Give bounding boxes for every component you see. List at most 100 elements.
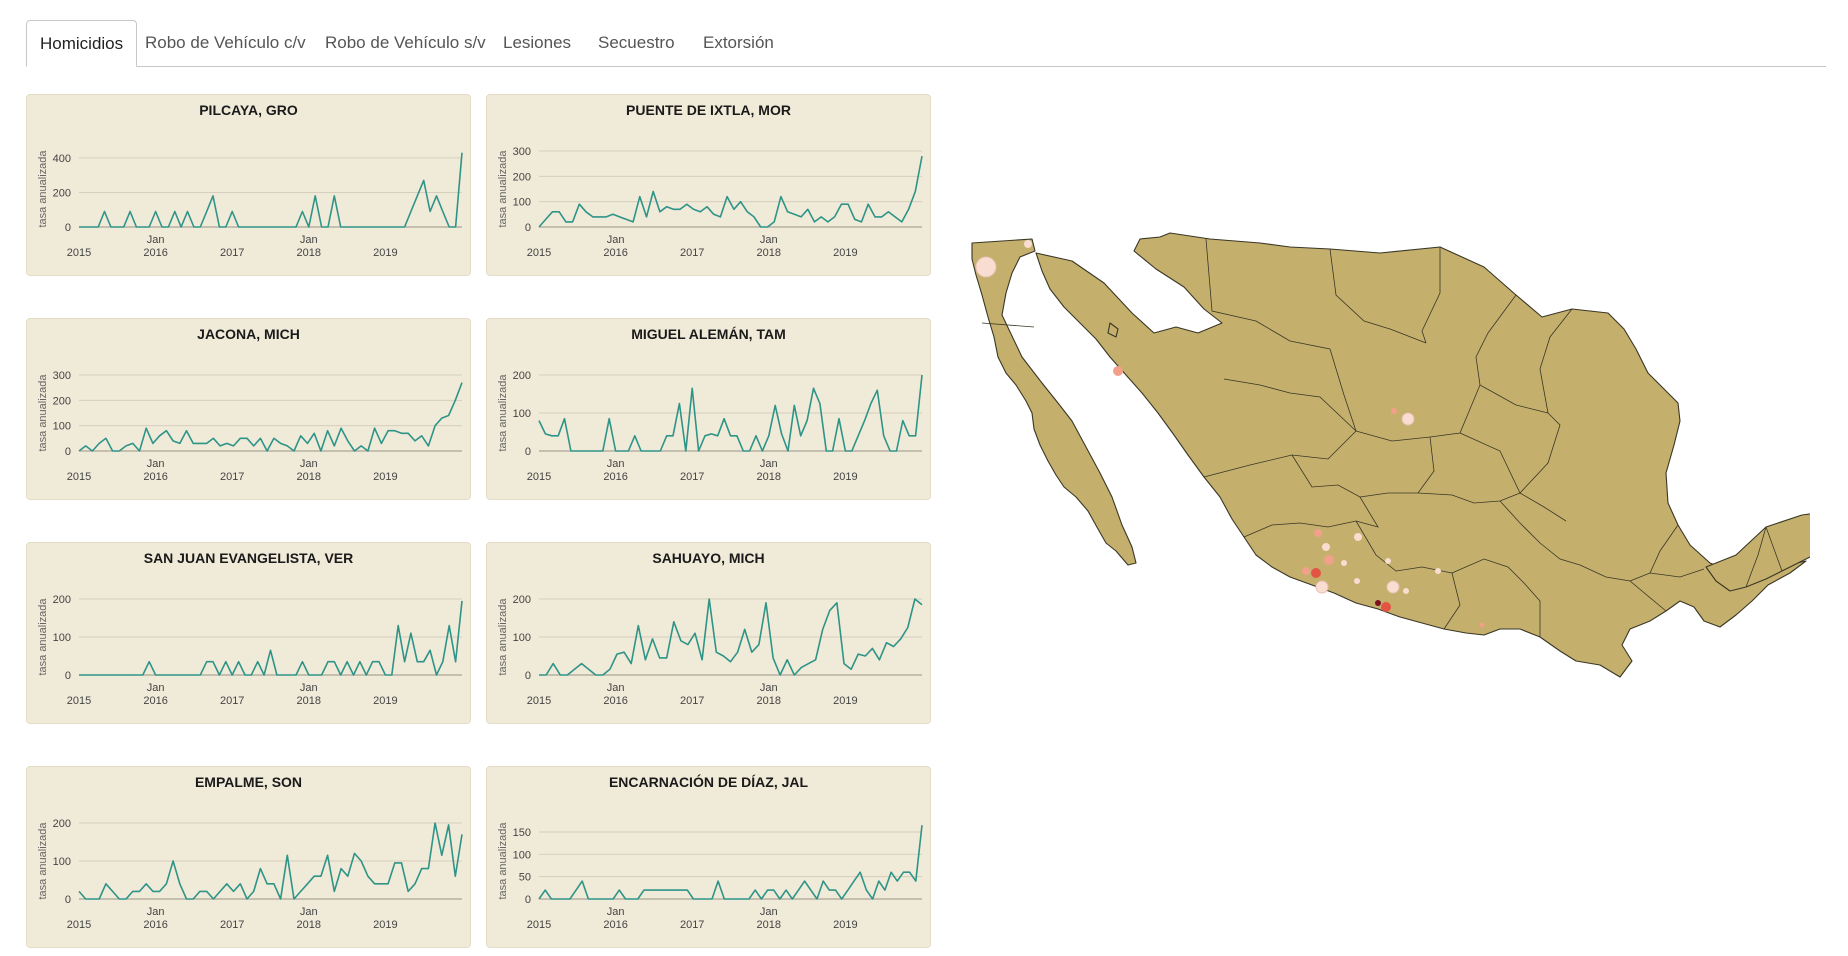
x-tick-label: 2016 — [143, 695, 167, 707]
y-tick-label: 50 — [519, 872, 531, 884]
map-dot[interactable] — [1324, 555, 1334, 565]
x-tick-sublabel: Jan — [147, 906, 165, 918]
x-tick-label: 2016 — [603, 695, 627, 707]
map-dot[interactable] — [1341, 560, 1347, 566]
y-axis-label: tasa anualizada — [37, 374, 49, 452]
y-tick-label: 0 — [65, 446, 71, 458]
x-tick-label: 2016 — [143, 471, 167, 483]
map-dot[interactable] — [1391, 408, 1397, 414]
chart-panel-miguel-aleman-tam: MIGUEL ALEMÁN, TAM tasa anualizada 0 100 200… — [486, 318, 931, 500]
map-dot[interactable] — [1024, 240, 1032, 248]
map-hotspot-dots — [975, 240, 1485, 628]
chart-panel-san-juan-evangelista-ver: SAN JUAN EVANGELISTA, VER tasa anualizada… — [26, 542, 471, 724]
x-tick-label: 2016 — [603, 919, 627, 931]
y-tick-label: 0 — [525, 670, 531, 682]
y-tick-label: 200 — [53, 187, 71, 199]
chart-title: MIGUEL ALEMÁN, TAM — [631, 326, 786, 342]
map-dot[interactable] — [1375, 600, 1381, 606]
x-tick-label: 2019 — [833, 695, 857, 707]
x-tick-label: 2017 — [220, 247, 244, 259]
x-tick-label: 2015 — [527, 919, 551, 931]
chart-panel-encarnacion-de-diaz-jal: ENCARNACIÓN DE DÍAZ, JAL tasa anualizada 0… — [486, 766, 931, 948]
y-tick-label: 200 — [513, 594, 531, 606]
map-dot[interactable] — [1435, 568, 1441, 574]
map-baja-california — [971, 238, 1137, 566]
x-tick-label: 2017 — [680, 247, 704, 259]
series-line — [538, 374, 923, 452]
tab-lesiones[interactable]: Lesiones — [503, 33, 572, 52]
tab-homicidios[interactable]: Homicidios — [26, 20, 138, 67]
map-dot[interactable] — [1322, 543, 1330, 551]
x-tick-label: 2019 — [833, 919, 857, 931]
series-line — [78, 822, 463, 900]
x-tick-label: 2019 — [373, 919, 397, 931]
x-tick-label: 2015 — [67, 247, 91, 259]
map-dot[interactable] — [1386, 580, 1400, 594]
x-tick-label: 2016 — [603, 471, 627, 483]
x-tick-sublabel: Jan — [300, 458, 318, 470]
tab-extorsion[interactable]: Extorsión — [703, 33, 774, 52]
y-tick-label: 100 — [513, 632, 531, 644]
y-tick-label: 200 — [513, 171, 531, 183]
x-tick-sublabel: Jan — [300, 906, 318, 918]
x-tick-label: 2017 — [220, 695, 244, 707]
x-tick-sublabel: Jan — [607, 458, 625, 470]
map-dot[interactable] — [1315, 580, 1329, 594]
y-axis-label: tasa anualizada — [37, 598, 49, 676]
y-tick-label: 100 — [513, 408, 531, 420]
x-tick-sublabel: Jan — [607, 234, 625, 246]
y-tick-label: 200 — [513, 370, 531, 382]
x-tick-sublabel: Jan — [760, 234, 778, 246]
chart-panel-puente-de-ixtla-mor: PUENTE DE IXTLA, MOR tasa anualizada 0 100 2… — [486, 94, 931, 276]
map-dot[interactable] — [1314, 529, 1322, 537]
chart-panel-sahuayo-mich: SAHUAYO, MICH tasa anualizada 0 100 200 2015 J… — [486, 542, 931, 724]
chart-panel-jacona-mich: JACONA, MICH tasa anualizada 0 100 200 300 201… — [26, 318, 471, 500]
tab-secuestro[interactable]: Secuestro — [598, 33, 675, 52]
x-tick-sublabel: Jan — [607, 906, 625, 918]
y-tick-label: 200 — [53, 594, 71, 606]
tab-robo-vehiculo-sv[interactable]: Robo de Vehículo s/v — [325, 33, 486, 52]
chart-title: EMPALME, SON — [194, 774, 303, 790]
map-dot[interactable] — [1354, 578, 1360, 584]
y-tick-label: 100 — [513, 197, 531, 209]
map-dot[interactable] — [1381, 602, 1391, 612]
x-tick-label: 2015 — [527, 695, 551, 707]
chart-title: SAN JUAN EVANGELISTA, VER — [143, 550, 354, 566]
series-line — [538, 155, 923, 228]
map-dot[interactable] — [1385, 558, 1391, 564]
x-tick-sublabel: Jan — [147, 682, 165, 694]
x-tick-label: 2018 — [757, 247, 781, 259]
x-tick-sublabel: Jan — [300, 234, 318, 246]
x-tick-label: 2015 — [67, 471, 91, 483]
series-line — [538, 825, 923, 900]
map-dot[interactable] — [1401, 412, 1415, 426]
x-tick-label: 2019 — [833, 247, 857, 259]
map-dot[interactable] — [975, 256, 997, 278]
chart-title: ENCARNACIÓN DE DÍAZ, JAL — [608, 774, 809, 790]
y-axis-label: tasa anualizada — [497, 150, 509, 228]
x-tick-label: 2018 — [297, 695, 321, 707]
series-line — [79, 152, 463, 228]
mexico-map — [971, 232, 1810, 678]
x-tick-sublabel: Jan — [607, 682, 625, 694]
map-dot[interactable] — [1113, 366, 1123, 376]
x-tick-label: 2018 — [297, 247, 321, 259]
map-dot[interactable] — [1311, 568, 1321, 578]
y-tick-label: 300 — [513, 146, 531, 158]
chart-title: PILCAYA, GRO — [199, 102, 298, 118]
map-dot[interactable] — [1354, 533, 1362, 541]
x-tick-label: 2018 — [757, 471, 781, 483]
y-tick-label: 200 — [53, 818, 71, 830]
x-tick-label: 2017 — [220, 471, 244, 483]
x-tick-label: 2019 — [833, 471, 857, 483]
tab-robo-vehiculo-cv[interactable]: Robo de Vehículo c/v — [145, 33, 306, 52]
series-line — [78, 382, 463, 452]
map-dot[interactable] — [1302, 567, 1310, 575]
x-tick-label: 2017 — [680, 471, 704, 483]
map-dot[interactable] — [1479, 622, 1485, 628]
map-dot[interactable] — [1403, 588, 1409, 594]
series-line — [539, 598, 923, 676]
